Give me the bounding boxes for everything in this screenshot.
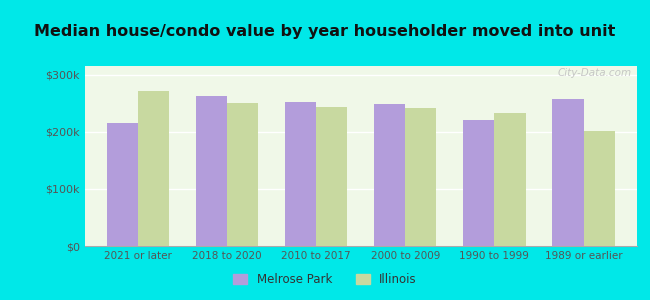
Text: Median house/condo value by year householder moved into unit: Median house/condo value by year househo… [34,24,616,39]
Bar [584,131,615,246]
Bar [196,96,227,246]
Bar [107,123,138,246]
Bar [285,102,316,246]
Bar [552,99,584,246]
Bar [495,113,526,246]
Text: City-Data.com: City-Data.com [557,68,632,78]
Bar [374,104,406,246]
Bar [227,103,258,246]
Legend: Melrose Park, Illinois: Melrose Park, Illinois [228,269,422,291]
Bar [138,91,169,246]
Bar [463,120,495,246]
Bar [316,107,347,246]
Bar [406,108,437,246]
